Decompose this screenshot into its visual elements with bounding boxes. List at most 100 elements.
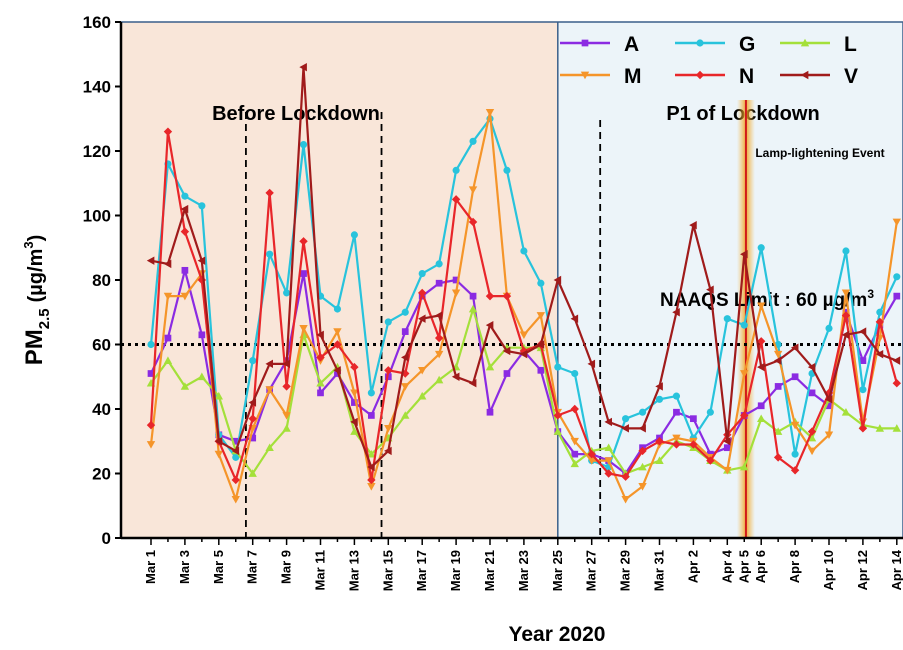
point-M-5 [231,495,240,504]
naaqs-label-sup: 3 [867,287,874,301]
point-N-41 [841,311,851,320]
point-N-13 [367,475,376,485]
point-M-12 [350,389,359,398]
period-regions: Before Lockdown P1 of Lockdown [121,22,903,538]
point-G-0 [147,340,155,349]
point-L-37 [773,427,783,435]
point-M-14 [384,424,393,433]
point-N-25 [570,404,579,414]
point-V-20 [485,320,494,330]
point-G-17 [435,260,443,268]
event-label: Lamp-lightening Event [755,146,884,160]
point-V-7 [265,359,274,369]
point-A-21 [503,370,511,377]
point-V-19 [468,379,477,388]
point-A-15 [401,328,409,335]
point-L-1 [163,356,173,364]
point-A-23 [537,366,545,374]
point-V-33 [706,285,714,294]
point-A-38 [791,373,799,381]
point-M-17 [434,350,444,359]
legend-label-V: V [844,65,858,88]
point-A-10 [317,389,324,397]
point-M-2 [180,292,190,301]
y-label-sub: 2.5 [36,308,53,329]
point-N-9 [299,237,308,246]
point-N-31 [672,440,681,449]
point-L-41 [841,408,851,416]
point-G-29 [638,408,647,416]
point-V-12 [350,417,358,427]
point-L-10 [316,379,325,387]
point-L-4 [214,391,223,400]
point-V-17 [434,311,443,320]
point-A-5 [232,437,240,445]
point-V-36 [757,362,765,372]
point-L-8 [282,424,291,432]
x-tick-label-mar-27: Mar 27 [584,550,599,591]
point-V-25 [570,314,579,323]
point-M-29 [638,483,647,491]
point-V-44 [892,356,901,365]
point-V-39 [807,362,816,372]
point-G-14 [384,318,392,326]
point-M-27 [604,457,613,465]
point-L-17 [434,375,444,384]
point-N-21 [502,291,512,301]
y-tick-label-0: 0 [102,529,111,548]
legend-marker-V [800,70,809,80]
point-V-42 [858,327,867,336]
point-G-21 [503,166,511,174]
point-N-24 [553,411,562,420]
x-tick-label-apr-14: Apr 14 [889,549,903,590]
point-N-39 [807,427,817,436]
point-M-16 [418,366,427,375]
y-tick-label-140: 140 [83,78,111,97]
y-tick-label-160: 160 [83,13,111,32]
point-M-31 [672,434,681,443]
point-V-27 [604,417,613,427]
point-G-22 [520,247,528,255]
point-N-12 [350,362,359,372]
point-G-38 [791,450,799,458]
x-tick-label-mar-13: Mar 13 [346,550,361,591]
point-M-39 [807,447,817,456]
point-V-9 [299,62,307,72]
y-label-main: PM [21,329,48,365]
point-V-35 [740,250,748,259]
point-M-36 [757,302,766,310]
point-V-6 [248,398,257,407]
point-L-12 [350,427,359,435]
point-N-38 [790,466,800,475]
legend: A G L M N V [560,33,858,88]
point-M-7 [265,386,274,394]
point-V-38 [790,343,799,352]
point-G-36 [757,244,765,252]
point-G-16 [418,269,426,278]
point-V-24 [553,275,562,285]
point-A-31 [673,408,680,416]
point-A-0 [147,370,155,377]
point-G-30 [655,395,664,403]
point-L-30 [655,456,664,464]
legend-item-A: A [560,33,639,56]
point-L-6 [248,469,257,477]
x-tick-label-apr-4: Apr 4 [719,549,734,583]
naaqs-limit-label: NAAQS Limit : 60 µg/m3 [660,287,874,311]
point-V-41 [841,330,850,340]
point-M-22 [519,331,529,340]
point-N-27 [604,469,613,478]
point-N-28 [621,472,630,481]
point-A-42 [859,357,867,364]
point-G-19 [469,137,477,145]
point-V-14 [384,446,392,456]
point-G-9 [299,140,308,149]
point-M-35 [740,370,749,378]
x-tick-label-mar-15: Mar 15 [380,550,395,591]
point-M-38 [790,421,800,430]
point-M-20 [485,108,495,117]
x-tick-label-mar-5: Mar 5 [211,550,226,584]
point-M-44 [892,218,901,227]
point-N-44 [892,379,901,388]
